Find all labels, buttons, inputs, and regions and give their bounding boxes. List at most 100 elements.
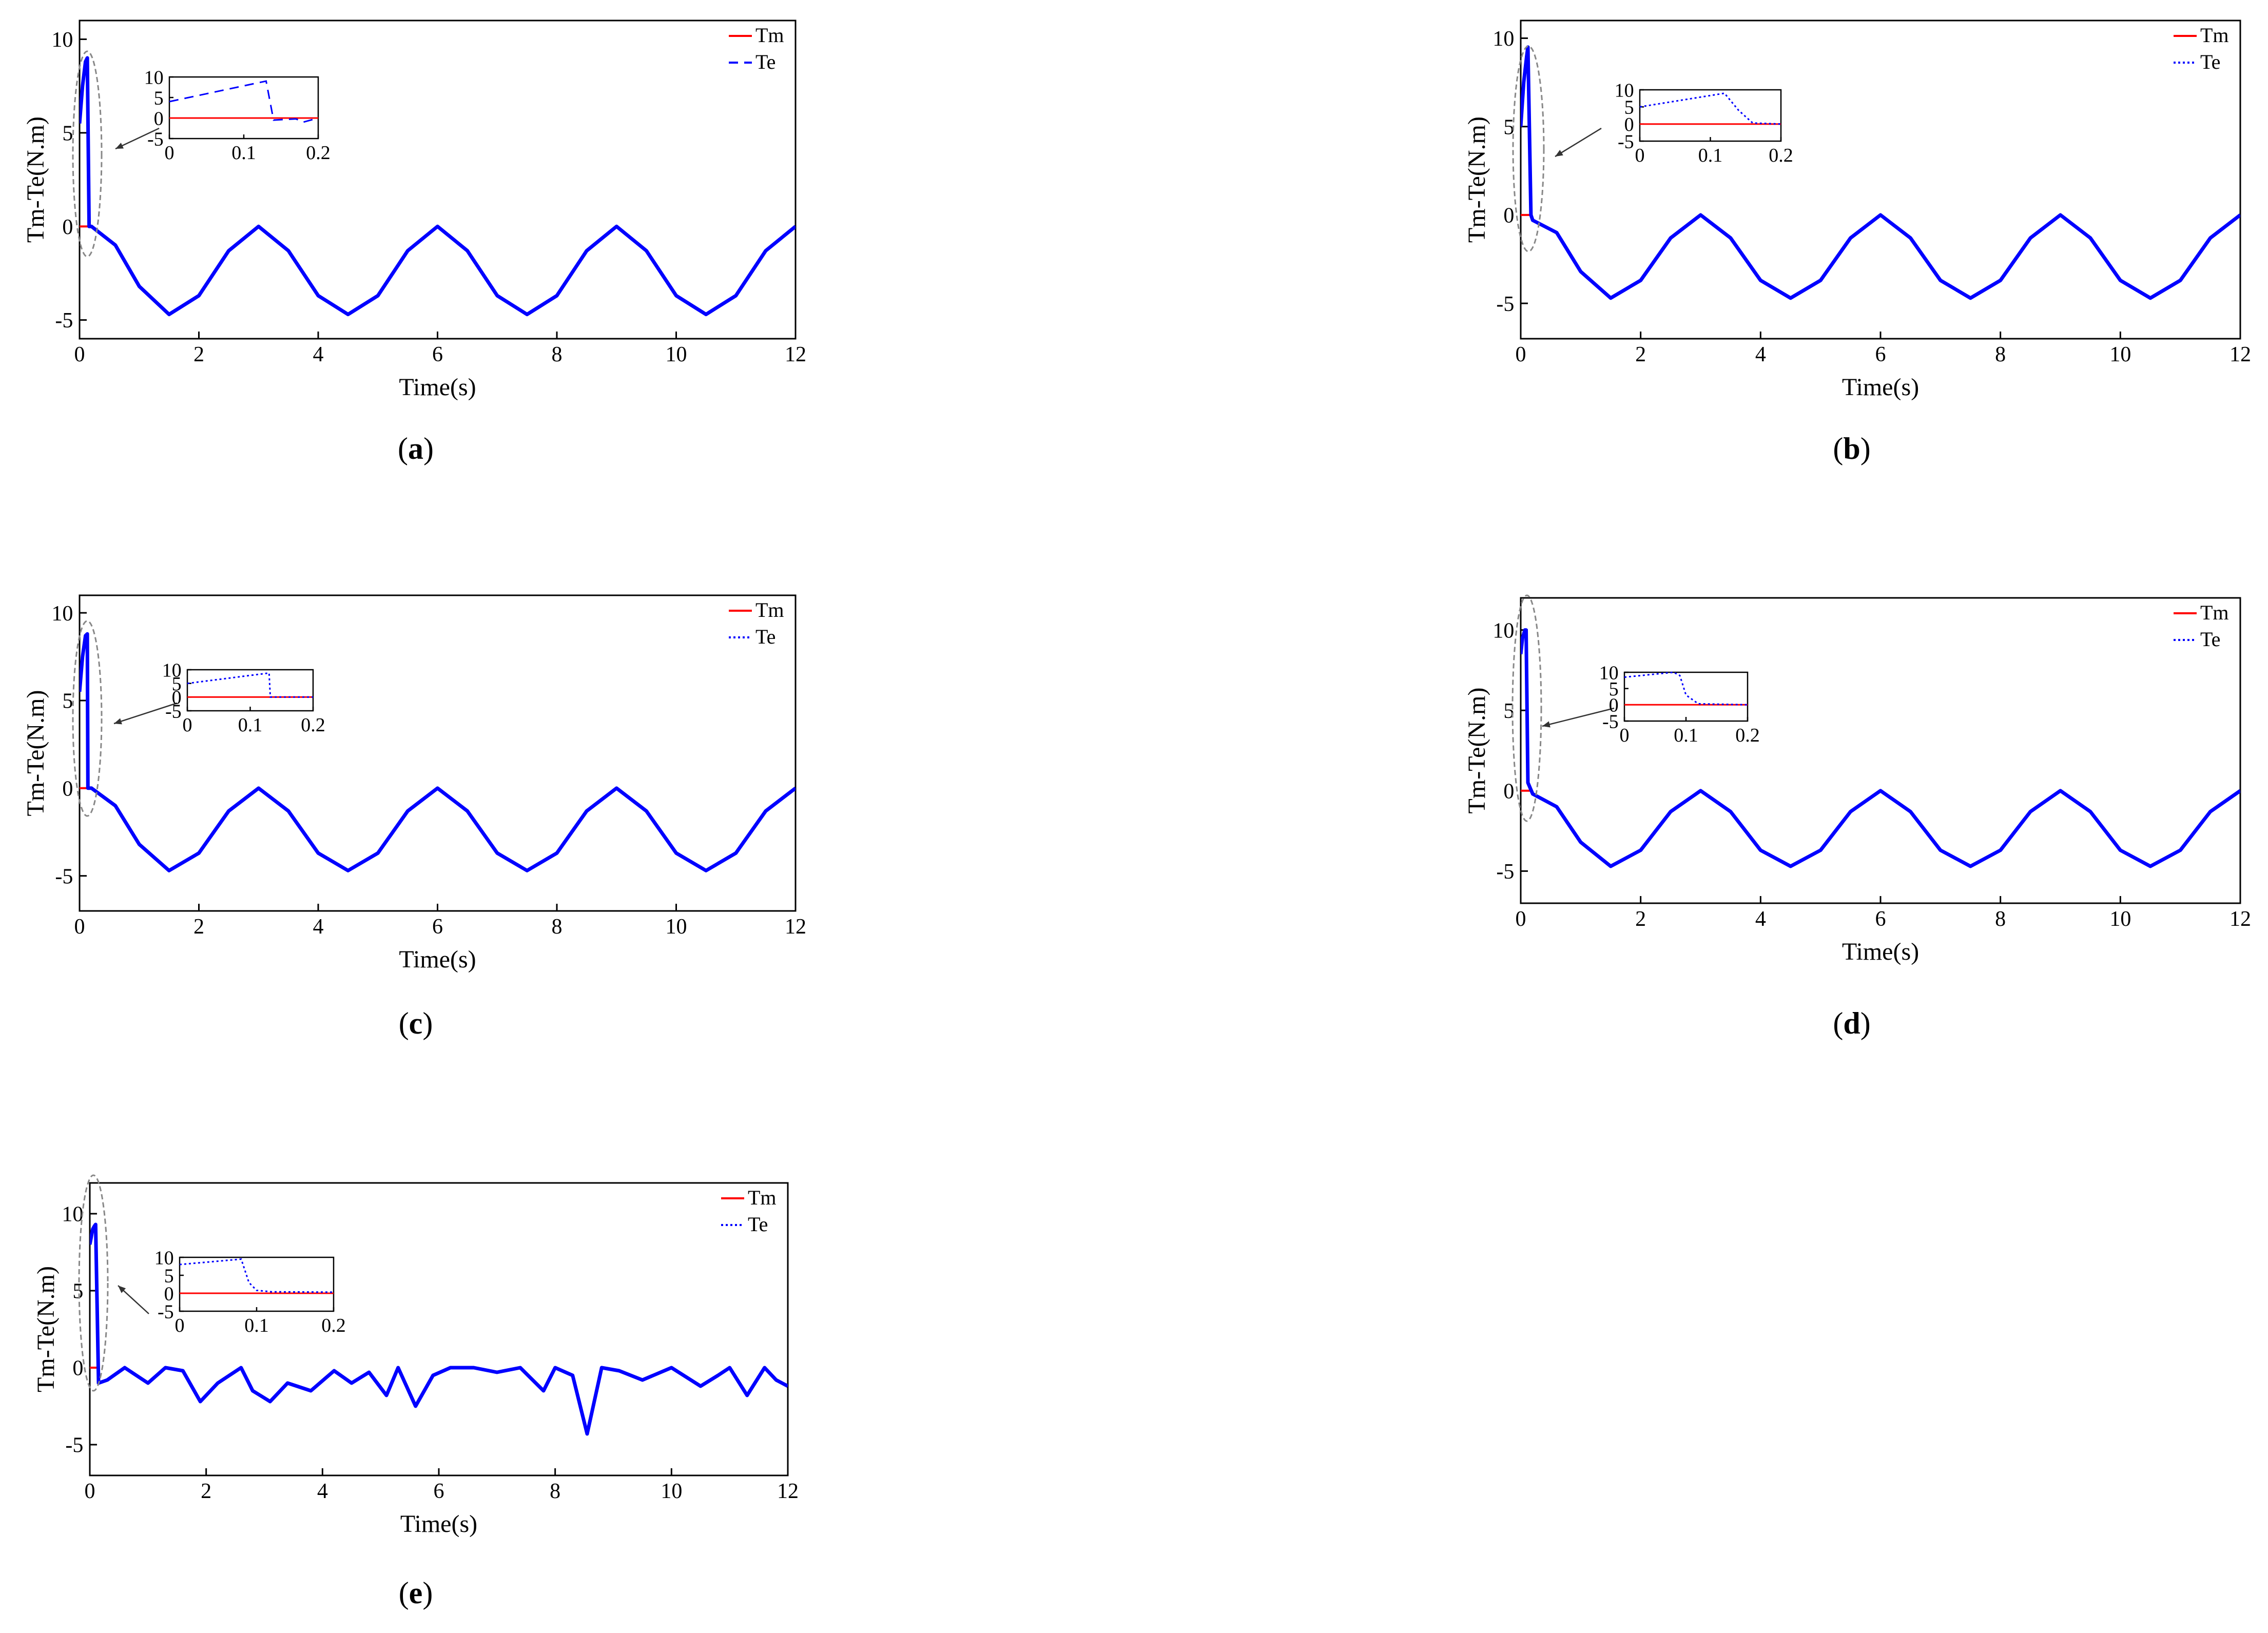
axis-x-tick-label: 8 <box>1995 907 2006 931</box>
inset-axis-y-tick-label: 0 <box>154 108 164 129</box>
inset-axis-y-tick-label: 5 <box>1624 97 1634 119</box>
inset-axis-y-tick-label: 5 <box>1609 678 1619 700</box>
inset-axis-x-tick-label: 0.1 <box>244 1315 269 1336</box>
inset-axis-y-tick-label: 10 <box>162 659 182 681</box>
axis-x-tick-label: 2 <box>193 915 204 939</box>
axis-x-tick-label: 8 <box>552 915 563 939</box>
axis-x-tick-label: 4 <box>1755 907 1766 931</box>
inset-axis-y-tick-label: 0 <box>1609 695 1619 716</box>
axis-x-tick-label: 0 <box>85 1480 95 1503</box>
axis-frame <box>1520 20 2241 340</box>
inset-series-te <box>169 80 319 123</box>
inset-axis-x-tick-label: 0.1 <box>1698 145 1723 166</box>
axis-y-tick-label: 10 <box>1492 27 1514 51</box>
zoom-arrow-head <box>1555 150 1563 157</box>
axis-y-tick-label: 10 <box>1492 619 1514 643</box>
legend-label-tm: Tm <box>755 598 784 621</box>
axis-x-tick-label: 12 <box>2230 343 2251 366</box>
inset-axis-x-tick-label: 0 <box>183 714 192 736</box>
zoom-ellipse <box>1512 45 1545 252</box>
x-axis-label: Time(s) <box>1842 374 1919 401</box>
zoom-arrow-head <box>1542 721 1550 728</box>
legend-label-te: Te <box>755 625 776 648</box>
zoom-ellipse <box>1511 594 1542 822</box>
inset-axis-frame <box>186 669 314 712</box>
inset-axis-y-tick-label: 10 <box>1599 662 1619 684</box>
zoom-arrow-head <box>114 718 122 725</box>
legend-label-tm: Tm <box>755 24 784 47</box>
inset-axis-y-tick-label: 0 <box>172 687 182 709</box>
inset-series-te <box>179 1258 334 1293</box>
inset-axis-x-tick-label: 0.1 <box>1674 725 1698 746</box>
axis-y-tick-label: 5 <box>72 1280 83 1304</box>
axis-y-tick-label: -5 <box>65 1434 83 1457</box>
axis-x-tick-label: 0 <box>1516 907 1526 931</box>
panel-label-a: (a) <box>398 432 434 465</box>
inset-axis-x-tick-label: 0.2 <box>321 1315 346 1336</box>
axis-x-tick-label: 6 <box>432 343 443 366</box>
panel-label-d: (d) <box>1833 1006 1871 1040</box>
inset-axis-y-tick-label: 10 <box>1615 80 1634 101</box>
axis-x-tick-label: 12 <box>785 915 806 939</box>
axis-x-tick-label: 4 <box>1755 343 1766 366</box>
inset-axis-y-tick-label: 10 <box>144 67 164 88</box>
inset-axis-y-tick-label: -5 <box>1618 131 1634 152</box>
axis-frame <box>1520 597 2241 904</box>
axis-y-tick-label: -5 <box>55 865 73 888</box>
inset-axis-x-tick-label: 0.1 <box>231 142 256 164</box>
axis-x-tick-label: 10 <box>661 1480 682 1503</box>
inset-axis-y-tick-label: -5 <box>147 128 164 150</box>
series-line-te <box>80 56 796 317</box>
inset-axis-x-tick-label: 0 <box>165 142 175 164</box>
axis-y-tick-label: 10 <box>62 1203 83 1227</box>
axis-x-tick-label: 2 <box>193 343 204 366</box>
axis-y-tick-label: 0 <box>1503 204 1514 228</box>
inset-axis-x-tick-label: 0.1 <box>238 714 263 736</box>
axis-y-tick-label: 0 <box>62 216 73 239</box>
legend-label-te: Te <box>755 50 776 73</box>
axis-x-tick-label: 12 <box>2230 907 2251 931</box>
inset-axis-y-tick-label: -5 <box>165 701 182 722</box>
x-axis-label: Time(s) <box>399 374 476 401</box>
series-line-te <box>90 1222 788 1436</box>
axis-x-tick-label: 6 <box>432 915 443 939</box>
axis-y-tick-label: 5 <box>62 690 73 713</box>
inset-series-te <box>1639 92 1781 125</box>
inset-axis-frame <box>1623 671 1749 722</box>
axis-y-tick-label: -5 <box>1496 293 1514 316</box>
axis-y-tick-label: 0 <box>62 777 73 801</box>
series-line-te <box>1521 628 2240 868</box>
legend-label-tm: Tm <box>2200 601 2229 624</box>
axis-x-tick-label: 2 <box>1635 907 1646 931</box>
zoom-arrow <box>113 702 178 725</box>
axis-x-tick-label: 10 <box>2109 907 2131 931</box>
inset-axis-y-tick-label: 0 <box>164 1283 174 1305</box>
axis-x-tick-label: 8 <box>552 343 563 366</box>
legend-label-te: Te <box>2200 50 2220 73</box>
axis-x-tick-label: 0 <box>1516 343 1526 366</box>
axis-y-tick-label: -5 <box>55 309 73 333</box>
axis-y-tick-label: 5 <box>62 122 73 146</box>
axis-x-tick-label: 2 <box>1635 343 1646 366</box>
inset-axis-y-tick-label: 5 <box>172 673 182 695</box>
inset-axis-y-tick-label: 5 <box>164 1265 174 1287</box>
zoom-arrow-head <box>118 1286 126 1293</box>
panel-label-b: (b) <box>1833 432 1871 465</box>
inset-axis-x-tick-label: 0 <box>1635 145 1645 166</box>
panel-label-c: (c) <box>398 1006 433 1040</box>
zoom-arrow <box>1555 127 1602 158</box>
zoom-ellipse <box>72 620 103 817</box>
y-axis-label: Tm-Te(N.m) <box>22 116 49 243</box>
y-axis-label: Tm-Te(N.m) <box>1463 116 1490 243</box>
series-line-te <box>80 632 796 872</box>
axis-x-tick-label: 6 <box>434 1480 444 1503</box>
legend-label-tm: Tm <box>2200 24 2229 47</box>
